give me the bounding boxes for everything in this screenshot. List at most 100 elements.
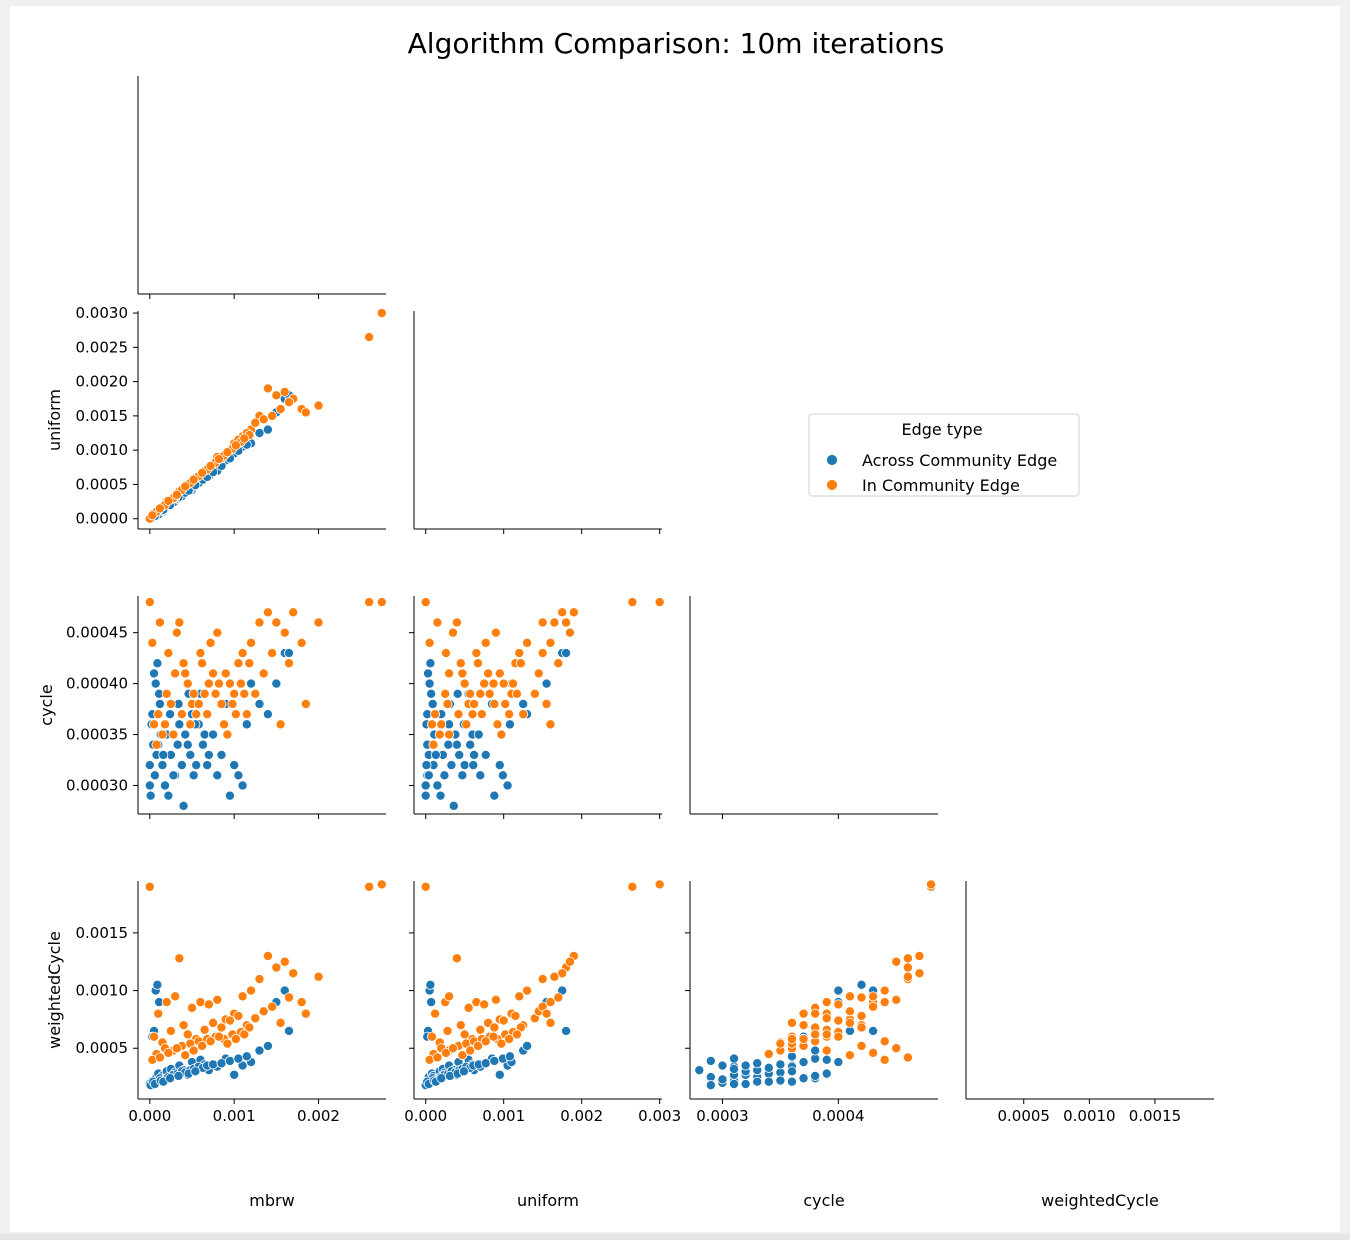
scatter-point-across	[426, 688, 437, 699]
scatter-point-across	[208, 1059, 219, 1070]
scatter-point-in	[197, 658, 208, 669]
scatter-point-in	[178, 658, 189, 669]
scatter-point-in	[557, 607, 568, 618]
legend: Edge type Across Community Edge In Communi…	[808, 413, 1080, 497]
scatter-point-in	[518, 709, 529, 720]
scatter-point-across	[561, 648, 572, 659]
scatter-point-in	[250, 417, 261, 428]
scatter-point-in	[170, 991, 181, 1002]
y-axis-label-weightedCycle: weightedCycle	[45, 931, 64, 1049]
scatter-point-across	[821, 1054, 832, 1065]
y-tick-label: 0.00030	[66, 776, 128, 794]
scatter-point-in	[154, 503, 165, 514]
subplot-weightedCycle-vs-cycle: 0.0003 0.0004	[685, 879, 938, 1125]
scatter-point-in	[891, 1043, 902, 1054]
scatter-point-across	[868, 1025, 879, 1036]
scatter-point-across	[821, 1068, 832, 1079]
scatter-point-in	[271, 390, 282, 401]
scatter-point-in	[279, 956, 290, 967]
scatter-point-in	[205, 637, 216, 648]
scatter-point-across	[459, 760, 470, 771]
scatter-point-across	[212, 770, 223, 781]
scatter-point-in	[810, 1008, 821, 1019]
scatter-point-in	[471, 648, 482, 659]
scatter-point-in	[891, 956, 902, 967]
scatter-point-in	[147, 637, 158, 648]
scatter-point-in	[237, 991, 248, 1002]
x-tick-label: 0.0010	[1063, 1107, 1116, 1125]
scatter-point-in	[182, 1029, 193, 1040]
scatter-point-in	[208, 1017, 219, 1028]
scatter-point-in	[537, 617, 548, 628]
scatter-point-in	[504, 1034, 515, 1045]
scatter-point-in	[182, 678, 193, 689]
scatter-point-in	[161, 688, 172, 699]
y-tick-label: 0.0005	[76, 475, 129, 493]
scatter-point-across	[522, 1040, 533, 1051]
subplot-weightedCycle-vs-weightedCycle: 0.0005 0.0010 0.0015	[965, 881, 1214, 1125]
scatter-point-across	[717, 1060, 728, 1071]
scatter-point-in	[195, 648, 206, 659]
scatter-point-in	[258, 668, 269, 679]
y-tick-label: 0.0030	[76, 304, 129, 322]
scatter-point-across	[197, 739, 208, 750]
y-tick-label: 0.0020	[76, 373, 129, 391]
scatter-point-across	[216, 749, 227, 760]
scatter-point-in	[496, 1038, 507, 1049]
scatter-point-across	[188, 770, 199, 781]
x-tick-label: 0.0004	[812, 1107, 865, 1125]
scatter-point-across	[154, 698, 165, 709]
scatter-point-in	[545, 997, 556, 1008]
scatter-point-across	[203, 749, 214, 760]
scatter-point-in	[479, 678, 490, 689]
scatter-point-across	[451, 739, 462, 750]
scatter-point-in	[144, 881, 155, 892]
scatter-point-in	[763, 1049, 774, 1060]
scatter-point-in	[457, 668, 468, 679]
y-tick-label: 0.0025	[76, 338, 129, 356]
scatter-point-across	[229, 760, 240, 771]
scatter-point-across	[504, 719, 515, 730]
scatter-point-in	[171, 489, 182, 500]
scatter-point-in	[283, 992, 294, 1003]
scatter-point-across	[480, 749, 491, 760]
scatter-point-in	[313, 400, 324, 411]
scatter-point-in	[205, 1036, 216, 1047]
scatter-point-in	[428, 739, 439, 750]
scatter-point-across	[786, 1066, 797, 1077]
scatter-point-in	[180, 1050, 191, 1061]
scatter-point-in	[561, 617, 572, 628]
scatter-point-in	[222, 447, 233, 458]
scatter-point-across	[233, 1053, 244, 1064]
scatter-point-in	[313, 971, 324, 982]
scatter-point-across	[246, 678, 257, 689]
scatter-point-in	[476, 709, 487, 720]
scatter-point-in	[233, 1010, 244, 1021]
scatter-point-in	[821, 1029, 832, 1040]
scatter-point-in	[926, 879, 937, 890]
scatter-point-across	[163, 790, 174, 801]
scatter-point-in	[233, 658, 244, 669]
scatter-point-across	[457, 770, 468, 781]
scatter-point-in	[296, 637, 307, 648]
y-axis-label-uniform: uniform	[45, 389, 64, 451]
scatter-point-in	[453, 709, 464, 720]
scatter-point-in	[213, 454, 224, 465]
legend-title: Edge type	[901, 420, 982, 439]
scatter-point-in	[447, 627, 458, 638]
scatter-point-across	[182, 739, 193, 750]
scatter-point-in	[376, 879, 387, 890]
scatter-point-across	[144, 780, 155, 791]
scatter-point-in	[288, 968, 299, 979]
scatter-point-in	[283, 397, 294, 408]
scatter-point-in	[279, 386, 290, 397]
scatter-point-across	[705, 1080, 716, 1091]
scatter-point-in	[213, 678, 224, 689]
subplot-weightedCycle-vs-uniform: 0.000 0.001 0.002 0.003	[404, 879, 681, 1125]
scatter-point-in	[246, 637, 257, 648]
scatter-point-across	[149, 770, 160, 781]
scatter-point-in	[229, 688, 240, 699]
scatter-point-in	[275, 404, 286, 415]
scatter-point-in	[208, 668, 219, 679]
scatter-point-in	[465, 688, 476, 699]
